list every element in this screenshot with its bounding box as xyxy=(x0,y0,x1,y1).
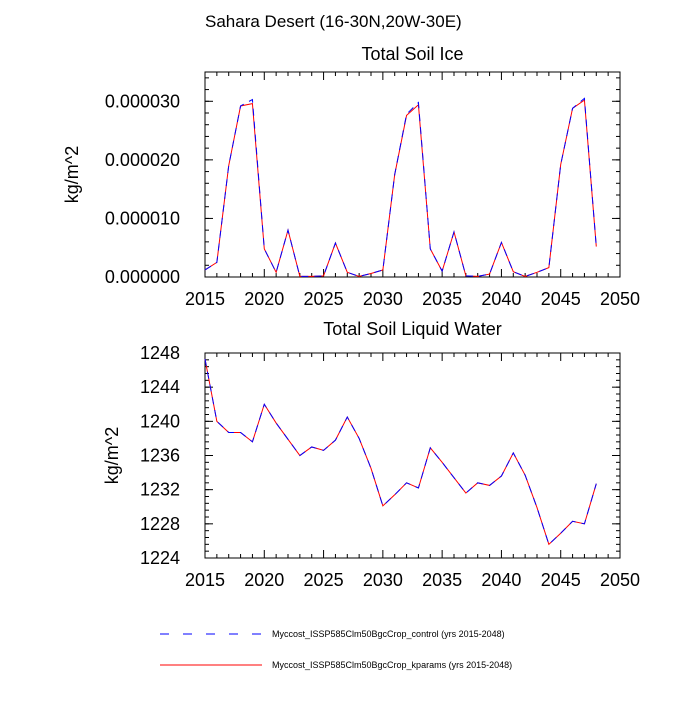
y-tick-label: 1228 xyxy=(140,514,180,534)
x-tick-label: 2015 xyxy=(185,289,225,309)
figure-title: Sahara Desert (16-30N,20W-30E) xyxy=(205,12,462,31)
plot-frame xyxy=(204,352,621,559)
y-tick-label: 0.000000 xyxy=(105,267,180,287)
y-tick-label: 1236 xyxy=(140,446,180,466)
panel-title: Total Soil Liquid Water xyxy=(323,319,501,339)
y-axis-label: kg/m^2 xyxy=(62,146,82,203)
series-line-kparams xyxy=(204,99,597,277)
x-tick-label: 2040 xyxy=(481,289,521,309)
y-tick-label: 0.000020 xyxy=(105,150,180,170)
chart-panel-0: Total Soil Ice kg/m^2 2015 2020 2025 2030 2035… xyxy=(62,44,640,309)
x-tick-label: 2035 xyxy=(422,570,462,590)
x-tick-label: 2025 xyxy=(304,570,344,590)
x-tick-label: 2035 xyxy=(422,289,462,309)
x-tick-label: 2040 xyxy=(481,570,521,590)
y-tick-label: 1244 xyxy=(140,377,180,397)
y-tick-label: 0.000010 xyxy=(105,208,180,228)
series-line-control xyxy=(204,358,597,546)
x-tick-label: 2045 xyxy=(541,570,581,590)
plot-frame xyxy=(204,71,621,278)
x-tick-label: 2020 xyxy=(244,570,284,590)
x-tick-label: 2025 xyxy=(304,289,344,309)
y-tick-label: 0.000030 xyxy=(105,91,180,111)
y-tick-label: 1240 xyxy=(140,411,180,431)
panel-title: Total Soil Ice xyxy=(361,44,463,64)
x-tick-label: 2050 xyxy=(600,570,640,590)
series-line-control xyxy=(204,97,597,277)
x-tick-label: 2045 xyxy=(541,289,581,309)
series-line-kparams xyxy=(204,358,597,546)
legend-label-1: Myccost_ISSP585Clm50BgcCrop_kparams (yrs… xyxy=(272,660,512,670)
chart-panel-1: Total Soil Liquid Water kg/m^2 2015 2020 202… xyxy=(102,319,640,590)
chart-panels: Total Soil Ice kg/m^2 2015 2020 2025 2030 2035… xyxy=(62,44,640,590)
y-tick-label: 1232 xyxy=(140,480,180,500)
x-tick-label: 2015 xyxy=(185,570,225,590)
y-tick-label: 1248 xyxy=(140,343,180,363)
y-axis-label: kg/m^2 xyxy=(102,427,122,484)
x-tick-label: 2030 xyxy=(363,289,403,309)
x-tick-label: 2020 xyxy=(244,289,284,309)
y-tick-label: 1224 xyxy=(140,548,180,568)
legend: Myccost_ISSP585Clm50BgcCrop_control (yrs… xyxy=(160,629,512,670)
x-tick-label: 2030 xyxy=(363,570,403,590)
legend-label-0: Myccost_ISSP585Clm50BgcCrop_control (yrs… xyxy=(272,629,505,639)
x-tick-label: 2050 xyxy=(600,289,640,309)
